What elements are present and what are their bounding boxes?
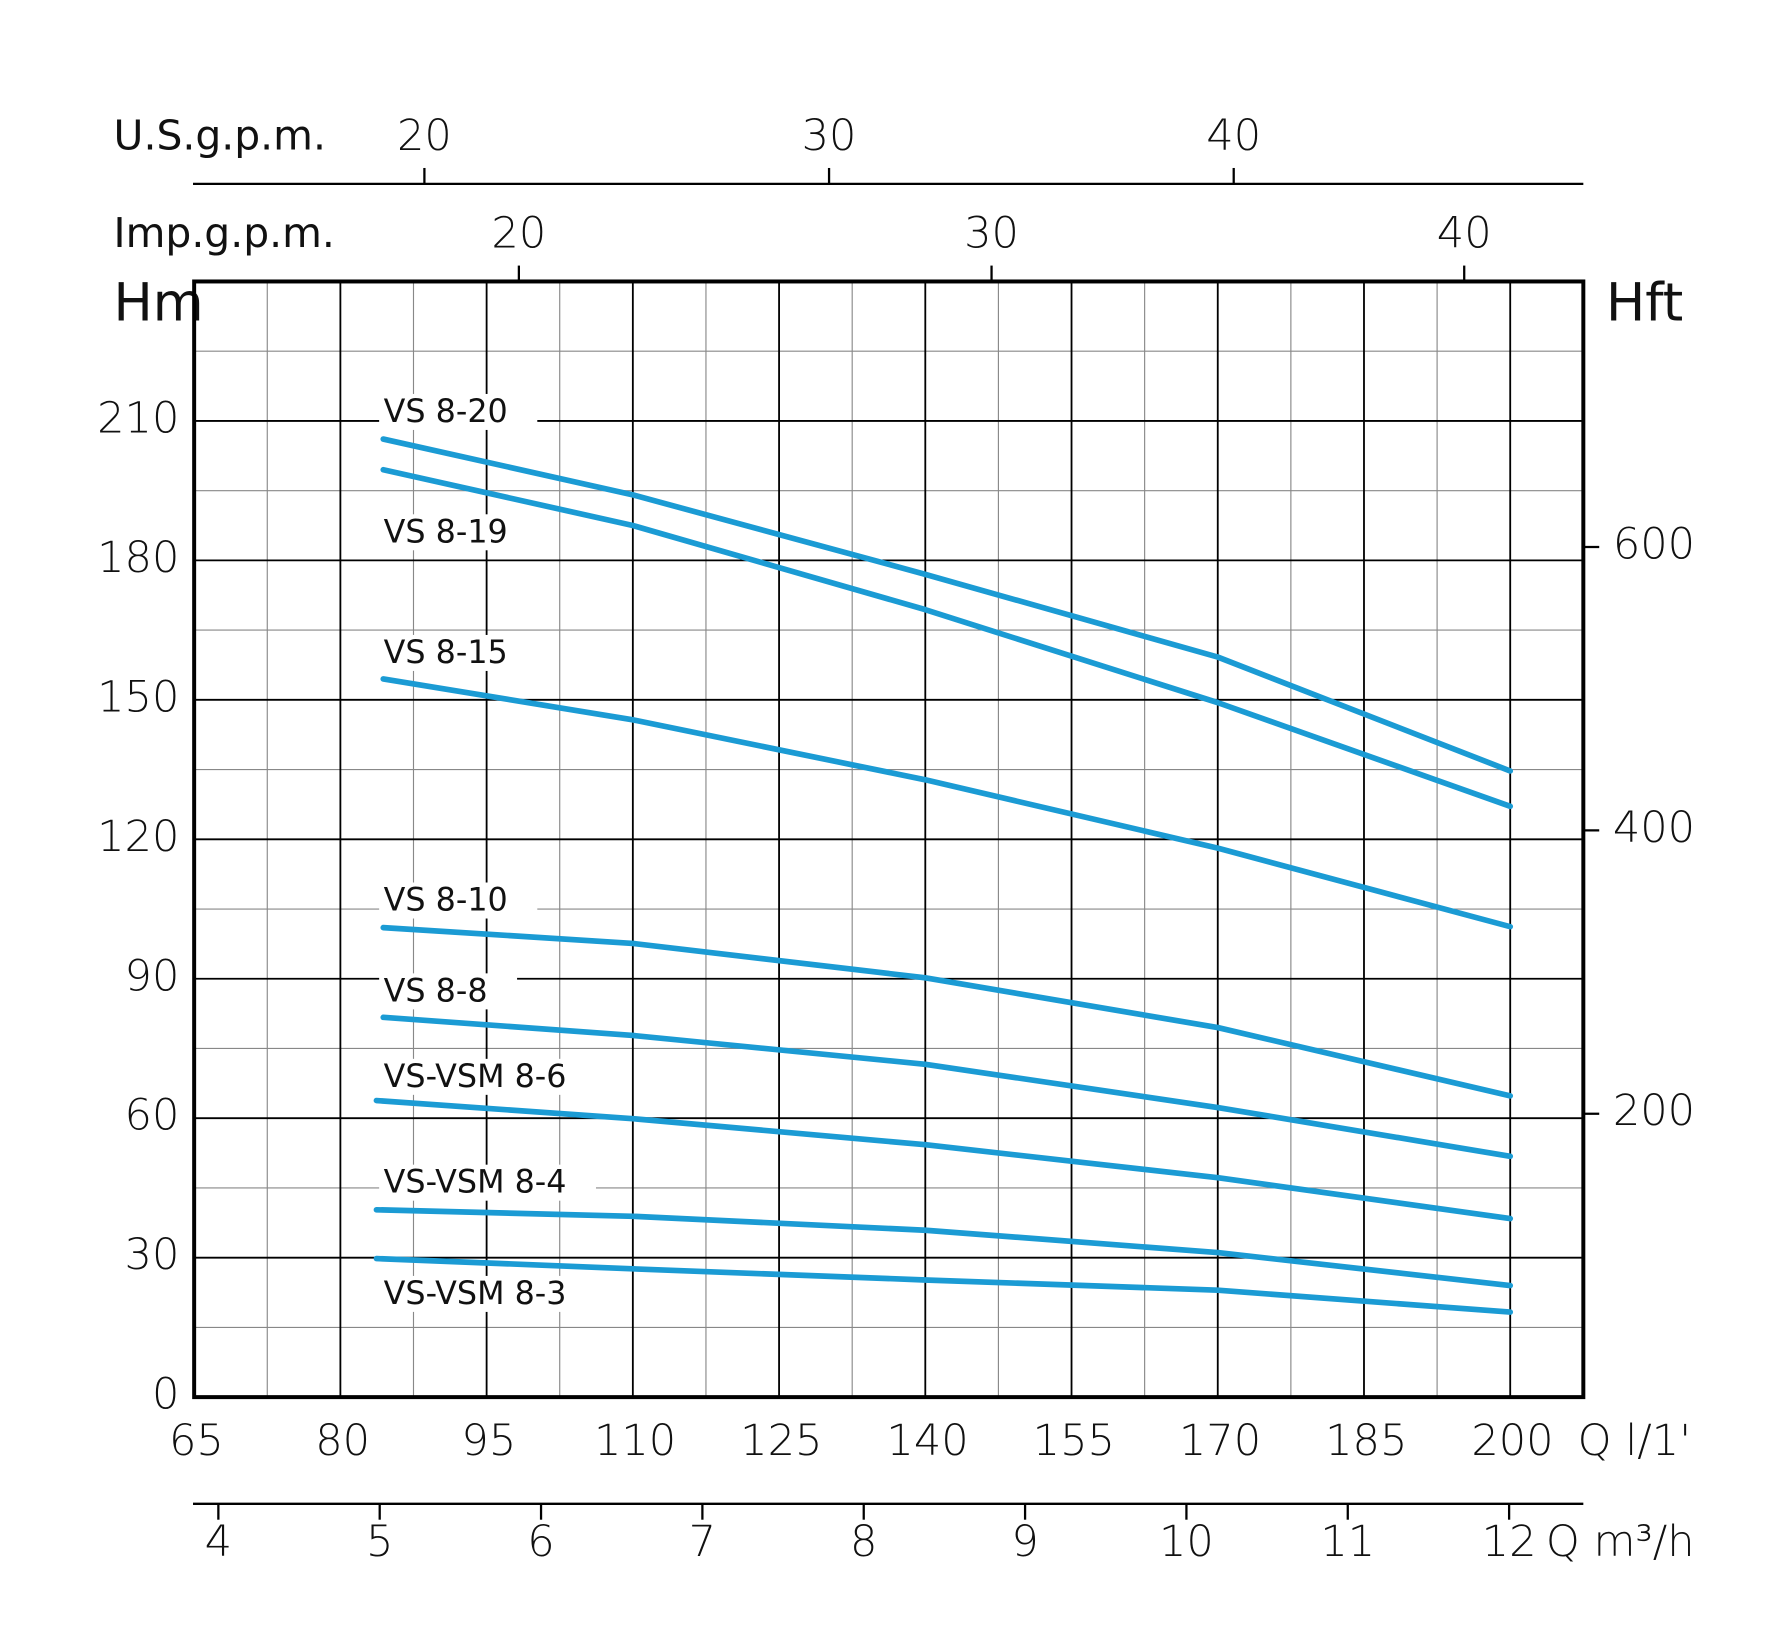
y2-tick-label: 200 — [1613, 1086, 1695, 1136]
x-tick-label: 65 — [169, 1416, 224, 1466]
axis-tick-label: 30 — [964, 209, 1019, 259]
axis-tick-label: 6 — [527, 1517, 554, 1567]
curve — [373, 1097, 1514, 1222]
axis-tick-label: 20 — [397, 111, 452, 161]
label-background — [379, 393, 538, 430]
axis-tick-label: 5 — [366, 1517, 393, 1567]
axis-label: Q m³/h — [1546, 1517, 1695, 1567]
axis-tick-label: 4 — [205, 1517, 232, 1567]
y-tick-label: 90 — [125, 951, 180, 1001]
y-tick-label: 150 — [97, 672, 179, 722]
axis-tick-label: 30 — [802, 111, 857, 161]
y-tick-label: 120 — [97, 812, 179, 862]
x-tick-label: 125 — [740, 1416, 822, 1466]
curve-label: VS 8-15 — [384, 635, 508, 671]
curve-label: VS 8-19 — [384, 514, 508, 550]
axis-tick-label: 20 — [491, 209, 546, 259]
axis-label: Imp.g.p.m. — [114, 209, 335, 257]
curve-label: VS 8-10 — [384, 883, 508, 919]
axis-tick-label: 10 — [1159, 1517, 1214, 1567]
label-background — [379, 1058, 596, 1095]
curve — [380, 1014, 1514, 1160]
y2-axis-label: Hft — [1606, 273, 1683, 333]
label-background — [379, 1164, 596, 1201]
curve — [373, 1255, 1514, 1315]
y-axis-label: Hm — [114, 273, 204, 333]
label-background — [379, 1275, 596, 1312]
curve — [373, 1206, 1514, 1289]
curve — [380, 924, 1514, 1099]
axis-tick-label: 40 — [1437, 209, 1492, 259]
x-tick-label: 170 — [1179, 1416, 1261, 1466]
axis-label: U.S.g.p.m. — [114, 111, 326, 159]
curve — [380, 676, 1514, 930]
plot-frame — [192, 279, 1586, 1400]
x-tick-label: 200 — [1471, 1416, 1553, 1466]
y-tick-label: 30 — [125, 1230, 180, 1280]
x-tick-label: 155 — [1033, 1416, 1115, 1466]
curve-label: VS-VSM 8-3 — [384, 1276, 567, 1312]
axis-tick-label: 9 — [1011, 1517, 1038, 1567]
x-axis-label: Q l/1' — [1578, 1416, 1691, 1466]
x-tick-label: 110 — [594, 1416, 676, 1466]
curve-label: VS 8-20 — [384, 394, 508, 430]
label-background — [379, 514, 538, 551]
x-tick-label: 185 — [1325, 1416, 1407, 1466]
x-tick-label: 95 — [461, 1416, 516, 1466]
label-background — [379, 882, 538, 919]
axis-tick-label: 12 — [1482, 1517, 1537, 1567]
curve — [380, 466, 1514, 810]
axis-tick-label: 8 — [850, 1517, 877, 1567]
x-tick-label: 140 — [886, 1416, 968, 1466]
label-background — [379, 973, 518, 1010]
y-tick-label: 0 — [152, 1370, 179, 1420]
y-tick-label: 60 — [125, 1091, 180, 1141]
y-tick-label: 210 — [97, 393, 179, 443]
y-tick-label: 180 — [97, 533, 179, 583]
y2-tick-label: 400 — [1613, 803, 1695, 853]
x-tick-label: 80 — [315, 1416, 370, 1466]
axis-tick-label: 40 — [1206, 111, 1261, 161]
label-background — [379, 634, 538, 671]
axis-tick-label: 7 — [689, 1517, 716, 1567]
axis-tick-label: 11 — [1320, 1517, 1375, 1567]
curve-label: VS-VSM 8-6 — [384, 1059, 567, 1095]
curve-label: VS-VSM 8-4 — [384, 1165, 567, 1201]
curve-label: VS 8-8 — [384, 973, 488, 1009]
grid — [194, 281, 1584, 1398]
y2-tick-label: 600 — [1613, 519, 1695, 569]
curve — [380, 436, 1514, 774]
